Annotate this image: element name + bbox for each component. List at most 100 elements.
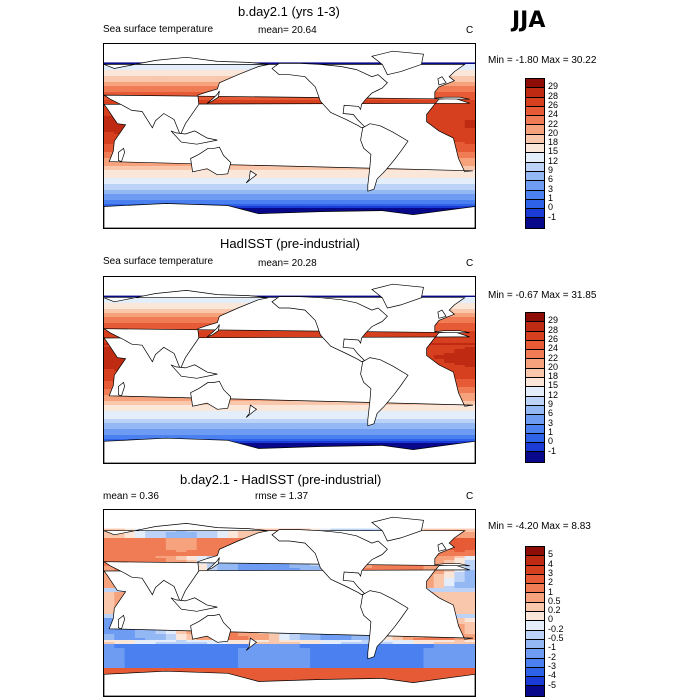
ocean-cell: [237, 68, 249, 71]
ocean-cell: [258, 186, 270, 189]
ocean-cell: [464, 156, 475, 159]
ocean-cell: [423, 355, 435, 358]
ocean-cell: [289, 98, 301, 101]
ocean-cell: [227, 196, 239, 199]
ocean-cell: [464, 319, 475, 322]
ocean-cell: [268, 295, 280, 298]
ocean-cell: [186, 76, 198, 79]
ocean-cell: [196, 88, 208, 91]
ocean-cell: [186, 190, 198, 193]
ocean-cell: [165, 188, 177, 191]
ocean-cell: [124, 321, 136, 324]
ocean-cell: [454, 176, 466, 179]
ocean-cell: [444, 132, 455, 135]
ocean-cell: [104, 172, 115, 175]
ocean-cell: [392, 190, 404, 193]
ocean-cell: [330, 172, 342, 175]
ocean-cell: [464, 351, 475, 354]
ocean-cell: [351, 192, 363, 195]
ocean-cell: [196, 78, 208, 81]
ocean-cell: [299, 208, 311, 211]
ocean-cell: [145, 70, 157, 73]
ocean-cell: [186, 323, 198, 326]
ocean-cell: [104, 176, 115, 179]
ocean-cell: [433, 94, 445, 97]
ocean-cell: [227, 74, 239, 77]
ocean-cell: [104, 132, 115, 135]
ocean-cell: [454, 126, 466, 129]
ocean-cell: [207, 194, 218, 197]
ocean-cell: [320, 202, 332, 205]
ocean-cell: [444, 202, 455, 205]
ocean-cell: [454, 118, 466, 121]
ocean-cell: [237, 190, 249, 193]
ocean-cell: [464, 343, 475, 346]
ocean-cell: [413, 100, 425, 103]
ocean-cell: [289, 190, 301, 193]
ocean-cell: [289, 194, 301, 197]
ocean-cell: [104, 76, 115, 79]
ocean-cell: [155, 311, 167, 314]
ocean-cell: [237, 186, 249, 189]
ocean-cell: [444, 208, 455, 211]
ocean-cell: [155, 64, 167, 67]
ocean-cell: [351, 295, 363, 298]
ocean-cell: [114, 325, 126, 328]
ocean-cell: [165, 178, 177, 181]
ocean-cell: [464, 315, 475, 318]
ocean-cell: [454, 80, 466, 83]
ocean-cell: [392, 335, 404, 338]
ocean-cell: [464, 66, 475, 69]
ocean-cell: [413, 182, 425, 185]
ocean-cell: [134, 297, 146, 300]
ocean-cell: [114, 78, 126, 81]
ocean-cell: [454, 86, 466, 89]
ocean-cell: [289, 206, 301, 209]
ocean-cell: [155, 317, 167, 320]
ocean-cell: [258, 206, 270, 209]
ocean-cell: [279, 198, 291, 201]
ocean-cell: [165, 78, 177, 81]
ocean-cell: [176, 92, 188, 95]
ocean-cell: [237, 170, 249, 173]
ocean-cell: [165, 68, 177, 71]
ocean-cell: [114, 68, 126, 71]
ocean-cell: [104, 144, 115, 147]
ocean-cell: [433, 337, 445, 340]
ocean-cell: [299, 186, 311, 189]
ocean-cell: [279, 331, 291, 334]
ocean-cell: [134, 321, 146, 324]
ocean-cell: [176, 178, 188, 181]
ocean-cell: [299, 62, 311, 65]
ocean-cell: [361, 333, 373, 336]
ocean-cell: [341, 172, 352, 175]
ocean-cell: [402, 212, 414, 215]
ocean-cell: [227, 172, 239, 175]
ocean-cell: [423, 200, 435, 203]
ocean-cell: [299, 178, 311, 181]
ocean-cell: [124, 202, 136, 205]
ocean-cell: [104, 162, 115, 165]
ocean-cell: [155, 80, 167, 83]
ocean-cell: [124, 301, 136, 304]
ocean-cell: [258, 102, 270, 105]
ocean-cell: [186, 180, 198, 183]
ocean-cell: [454, 186, 466, 189]
ocean-cell: [207, 319, 218, 322]
ocean-cell: [268, 210, 280, 213]
ocean-cell: [165, 82, 177, 85]
ocean-cell: [186, 194, 198, 197]
ocean-cell: [402, 206, 414, 209]
ocean-cell: [124, 192, 136, 195]
ocean-cell: [145, 170, 157, 173]
ocean-cell: [444, 84, 455, 87]
panel-2-mean: mean= 20.28: [258, 258, 317, 269]
ocean-cell: [433, 343, 445, 346]
ocean-cell: [464, 112, 475, 115]
ocean-cell: [382, 186, 394, 189]
ocean-cell: [186, 311, 198, 314]
ocean-cell: [433, 295, 445, 298]
ocean-cell: [165, 164, 177, 167]
ocean-cell: [124, 299, 136, 302]
ocean-cell: [217, 299, 229, 302]
